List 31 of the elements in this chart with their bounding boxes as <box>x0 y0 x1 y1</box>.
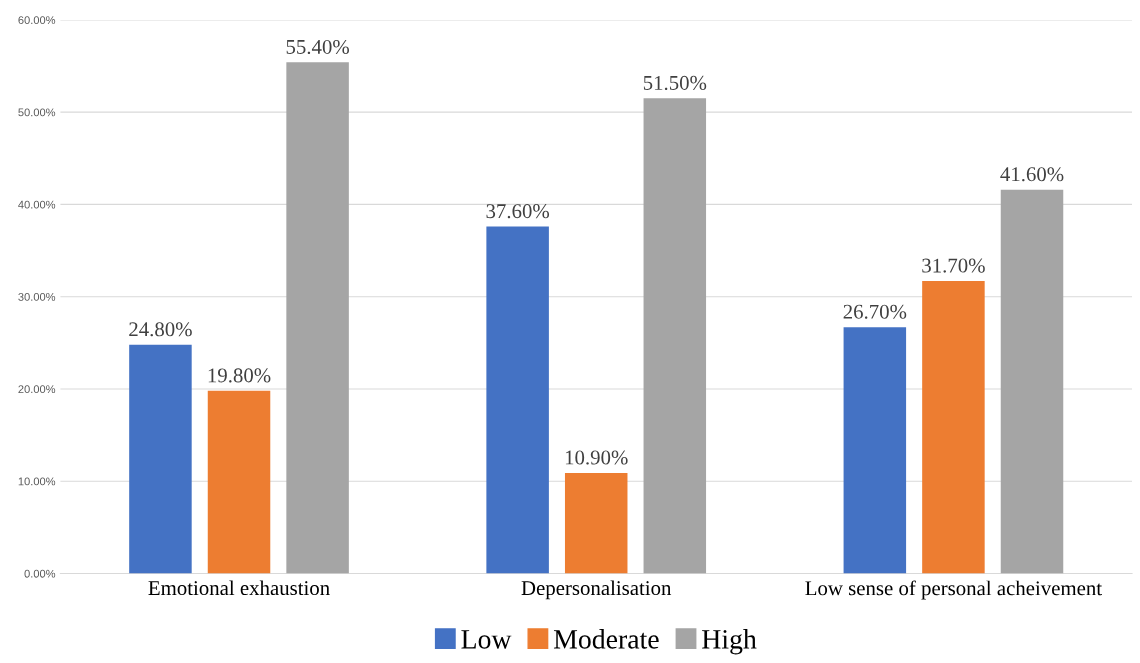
legend-label: Low <box>461 630 512 649</box>
data-label: 19.80% <box>208 368 271 383</box>
x-tick-label: Emotional exhaustion <box>148 580 330 596</box>
bar <box>486 226 549 574</box>
data-label: 24.80% <box>129 322 192 337</box>
data-label: 10.90% <box>565 450 628 465</box>
bar <box>643 98 707 574</box>
bar <box>129 344 192 574</box>
y-tick-label: 60.00% <box>18 16 56 25</box>
bar <box>564 472 628 574</box>
data-label: 26.70% <box>843 304 907 319</box>
x-tick-label: Depersonalisation <box>521 580 672 600</box>
y-tick-label: 20.00% <box>18 385 56 394</box>
data-label: 37.60% <box>486 204 550 219</box>
bar <box>843 327 907 574</box>
legend-label: Moderate <box>553 629 659 649</box>
bar <box>922 281 985 574</box>
y-tick-label: 40.00% <box>18 200 56 209</box>
y-tick-label: 10.00% <box>18 477 56 486</box>
data-label: 41.60% <box>1000 167 1064 182</box>
data-label: 51.50% <box>643 75 707 91</box>
bar <box>207 390 271 574</box>
data-label: 31.70% <box>922 258 985 273</box>
y-tick-label: 30.00% <box>18 292 56 301</box>
data-label: 55.40% <box>286 39 350 55</box>
bar <box>1000 189 1064 574</box>
y-tick-label: 0.00% <box>24 569 56 578</box>
bar <box>286 62 349 574</box>
legend-label: High <box>702 629 757 655</box>
x-tick-label: Low sense of personal acheivement <box>805 580 1102 600</box>
y-tick-label: 50.00% <box>18 108 56 117</box>
